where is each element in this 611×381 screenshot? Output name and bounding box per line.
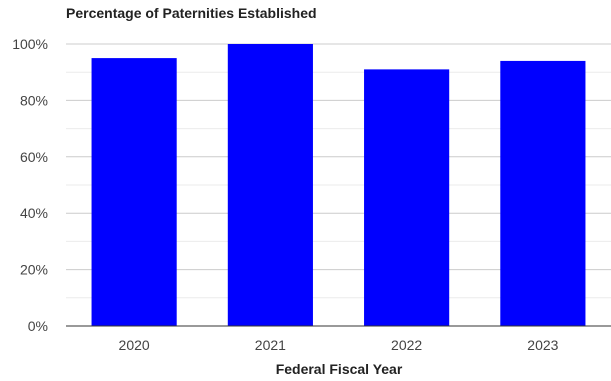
bars [91,44,586,327]
y-tick-label: 40% [20,205,48,221]
x-tick-label: 2021 [255,337,286,353]
bar [91,58,177,326]
bar [227,44,313,326]
bar [364,69,450,326]
x-axis-title: Federal Fiscal Year [276,361,403,377]
y-tick-label: 80% [20,92,48,108]
y-tick-label: 60% [20,149,48,165]
x-tick-labels: 2020 2021 2022 2023 [119,337,559,353]
y-tick-label: 100% [12,36,48,52]
y-tick-label: 0% [28,318,48,334]
chart-title: Percentage of Paternities Established [66,5,317,21]
x-tick-label: 2023 [527,337,558,353]
bar [500,60,586,327]
x-tick-label: 2022 [391,337,422,353]
x-tick-label: 2020 [119,337,150,353]
y-tick-labels: 0% 20% 40% 60% 80% 100% [12,36,48,334]
y-tick-label: 20% [20,262,48,278]
